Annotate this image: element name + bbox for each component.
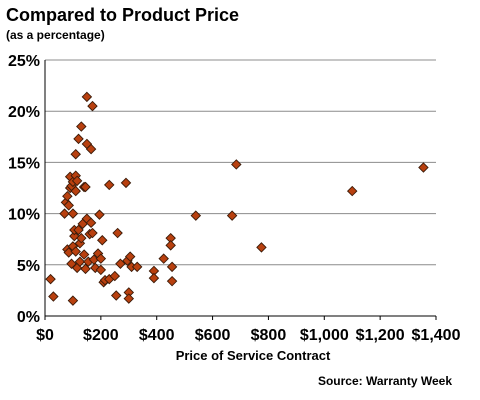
data-point bbox=[73, 133, 84, 145]
data-point bbox=[123, 293, 135, 304]
x-tick-label: $1,400 bbox=[412, 327, 461, 344]
data-point bbox=[74, 256, 86, 267]
data-point bbox=[70, 246, 81, 257]
x-tick-labels: $0 $200 $400 $600 $800 $1,000 $1,200 $1,400 bbox=[36, 327, 460, 344]
chart-subtitle: (as a percentage) bbox=[6, 28, 105, 42]
data-point bbox=[226, 210, 238, 221]
y-tick-label: 15% bbox=[8, 155, 40, 172]
data-point bbox=[166, 261, 178, 273]
data-point bbox=[158, 253, 169, 264]
data-points bbox=[45, 91, 429, 306]
data-point bbox=[95, 264, 107, 276]
data-point bbox=[71, 175, 83, 187]
data-point bbox=[87, 227, 98, 239]
data-point bbox=[80, 263, 91, 275]
y-tick-label: 20% bbox=[8, 104, 40, 121]
x-axis-title: Price of Service Contract bbox=[176, 348, 331, 363]
data-point bbox=[59, 208, 70, 219]
data-point bbox=[67, 208, 79, 219]
data-point bbox=[63, 200, 74, 211]
data-point bbox=[115, 258, 126, 270]
data-point bbox=[120, 177, 132, 189]
axes bbox=[44, 60, 437, 320]
data-point bbox=[73, 224, 84, 236]
data-point bbox=[70, 148, 81, 160]
data-point bbox=[346, 185, 358, 197]
data-point bbox=[418, 162, 429, 173]
data-point bbox=[131, 261, 143, 273]
data-point bbox=[94, 209, 105, 220]
data-point bbox=[78, 249, 90, 260]
data-point bbox=[45, 273, 56, 285]
x-tick-label: $0 bbox=[36, 327, 54, 344]
chart-title: Compared to Product Price bbox=[6, 5, 240, 25]
data-point bbox=[81, 91, 93, 103]
x-tick-label: $1,200 bbox=[356, 327, 405, 344]
y-tick-label: 5% bbox=[17, 258, 40, 275]
data-point bbox=[256, 242, 267, 253]
data-point bbox=[48, 291, 59, 302]
data-point bbox=[70, 185, 81, 197]
x-tick-label: $400 bbox=[139, 327, 175, 344]
y-tick-label: 0% bbox=[17, 309, 40, 326]
data-point bbox=[85, 217, 97, 229]
data-point bbox=[231, 159, 242, 170]
data-point bbox=[85, 143, 97, 155]
gridlines bbox=[45, 59, 436, 266]
data-point bbox=[103, 179, 115, 191]
data-point bbox=[97, 234, 108, 246]
data-point bbox=[95, 253, 107, 264]
data-point bbox=[190, 210, 202, 221]
x-tick-label: $200 bbox=[83, 327, 119, 344]
data-point bbox=[109, 270, 121, 282]
data-point bbox=[124, 251, 136, 262]
data-point bbox=[80, 181, 91, 193]
data-point bbox=[166, 275, 178, 287]
data-point bbox=[112, 227, 123, 239]
x-tick-label: $800 bbox=[251, 327, 287, 344]
data-point bbox=[148, 272, 160, 284]
y-tick-label: 25% bbox=[8, 53, 40, 70]
source-note: Source: Warranty Week bbox=[317, 374, 452, 388]
x-tick-label: $600 bbox=[195, 327, 231, 344]
data-point bbox=[110, 290, 122, 301]
data-point bbox=[76, 232, 87, 244]
data-point bbox=[87, 100, 98, 112]
y-tick-label: 10% bbox=[8, 207, 40, 224]
y-tick-labels: 0% 5% 10% 15% 20% 25% bbox=[8, 53, 40, 326]
data-point bbox=[76, 121, 87, 132]
x-tick-label: $1,000 bbox=[300, 327, 349, 344]
data-point bbox=[62, 190, 73, 202]
data-point bbox=[165, 240, 176, 251]
data-point bbox=[67, 295, 79, 306]
